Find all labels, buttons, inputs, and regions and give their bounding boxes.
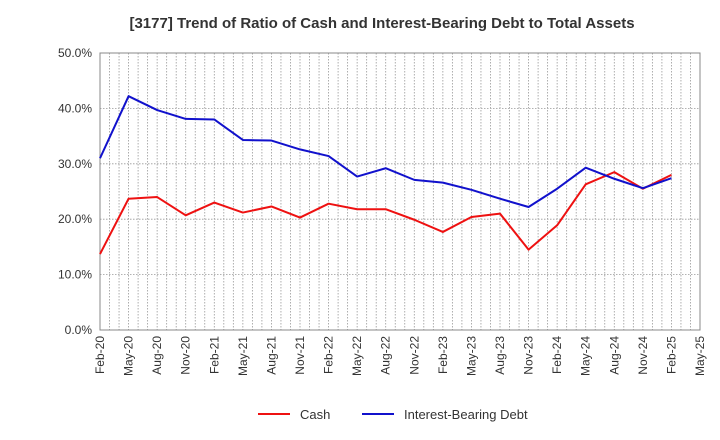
x-tick-label: Nov-20: [179, 336, 193, 375]
y-tick-label: 40.0%: [58, 101, 92, 115]
x-tick-label: May-22: [350, 336, 364, 376]
x-tick-label: May-24: [579, 336, 593, 376]
chart-title: [3177] Trend of Ratio of Cash and Intere…: [129, 15, 634, 32]
x-tick-labels: Feb-20 May-20 Aug-20 Nov-20 Feb-21 May-21 Aug-…: [93, 336, 707, 376]
legend-label: Interest-Bearing Debt: [404, 407, 528, 422]
x-tick-label: Aug-20: [150, 336, 164, 375]
x-tick-label: May-21: [236, 336, 250, 376]
x-tick-label: Nov-23: [522, 336, 536, 375]
series-line-cash: [99, 171, 672, 255]
x-tick-label: Aug-23: [493, 336, 507, 375]
axes: [99, 52, 701, 331]
x-tick-label: Feb-24: [550, 336, 564, 374]
y-tick-label: 10.0%: [58, 268, 92, 282]
y-tick-label: 50.0%: [58, 46, 92, 60]
x-tick-label: Nov-24: [636, 336, 650, 375]
x-tick-label: Aug-22: [379, 336, 393, 375]
series-line-interest-bearing-debt: [99, 95, 672, 209]
grid: [100, 52, 700, 330]
y-tick-label: 30.0%: [58, 157, 92, 171]
y-tick-label: 0.0%: [65, 323, 93, 337]
x-tick-label: Feb-25: [664, 336, 678, 374]
y-tick-label: 20.0%: [58, 212, 92, 226]
x-tick-label: May-25: [693, 336, 707, 376]
plot-frame: [99, 52, 701, 331]
series-lines: [99, 95, 672, 255]
x-tick-label: Aug-21: [264, 336, 278, 375]
x-tick-label: Nov-21: [293, 336, 307, 375]
x-tick-label: Feb-22: [322, 336, 336, 374]
x-tick-label: Nov-22: [407, 336, 421, 375]
y-tick-labels: 0.0% 10.0% 20.0% 30.0% 40.0% 50.0%: [58, 46, 92, 337]
x-tick-label: Feb-21: [207, 336, 221, 374]
legend-label: Cash: [300, 407, 330, 422]
legend: Cash Interest-Bearing Debt: [258, 407, 528, 422]
x-tick-label: Aug-24: [607, 336, 621, 375]
x-tick-label: Feb-23: [436, 336, 450, 374]
x-tick-label: May-20: [122, 336, 136, 376]
x-tick-label: May-23: [464, 336, 478, 376]
x-tick-label: Feb-20: [93, 336, 107, 374]
